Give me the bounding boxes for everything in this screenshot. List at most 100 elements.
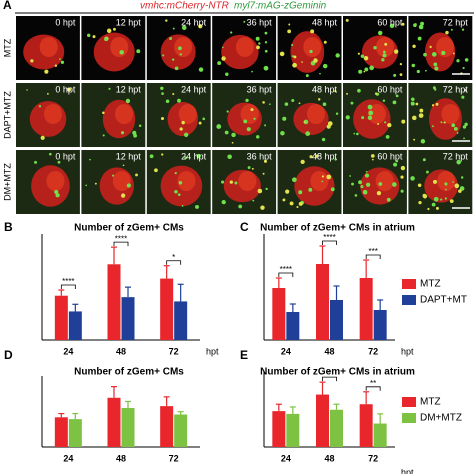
nucleus-dot [183,132,189,137]
nucleus-dot [392,182,397,187]
nucleus-dot [221,199,226,205]
nucleus-dot [417,36,422,41]
nucleus-dot [361,116,365,120]
nucleus-dot [179,53,182,56]
nucleus-dot [413,138,416,141]
nucleus-dot [392,100,397,105]
nucleus-dot [54,64,58,67]
nucleus-dot [423,52,427,57]
nucleus-dot [225,72,229,76]
x-tick-label: 48 [116,453,126,463]
nucleus-dot [149,154,154,159]
nucleus-dot [48,152,52,156]
legend-swatch [402,279,416,289]
heart-signal [306,104,325,124]
nucleus-dot [420,21,425,26]
nucleus-dot [461,28,465,31]
nucleus-dot [308,187,313,192]
significance-bracket [322,376,337,382]
nucleus-dot [356,132,359,136]
significance-bracket [365,254,381,259]
nucleus-dot [367,104,373,110]
nucleus-dot [264,31,268,35]
legend-label: MTZ [420,279,441,290]
nucleus-dot [345,115,350,120]
nucleus-dot [89,158,91,161]
nucleus-dot [462,66,465,70]
x-axis-label: hpt [401,346,414,356]
chart-title: Number of zGem+ CMs in atrium [260,367,415,378]
nucleus-dot [252,199,255,202]
nucleus-dot [178,181,183,185]
nucleus-dot [416,69,420,74]
x-tick-label: 72 [169,453,179,463]
nucleus-dot [284,102,289,106]
heart-signal [437,171,456,191]
time-label: 0 hpt [55,151,76,161]
bar [316,264,329,340]
nucleus-dot [243,20,246,23]
nucleus-dot [319,72,321,75]
nucleus-dot [227,154,232,160]
nucleus-dot [136,49,141,54]
nucleus-dot [122,164,125,167]
nucleus-dot [386,197,391,202]
nucleus-dot [184,156,188,160]
nucleus-dot [280,130,285,136]
bar [54,295,68,340]
nucleus-dot [264,49,268,53]
nucleus-dot [181,120,185,125]
time-label: 24 hpt [181,17,207,27]
nucleus-dot [456,132,459,134]
nucleus-dot [229,180,233,184]
nucleus-dot [433,62,438,67]
heart-signal [178,104,197,124]
nucleus-dot [351,182,354,186]
nucleus-dot [364,67,369,72]
nucleus-dot [410,176,415,181]
nucleus-dot [198,24,203,29]
nucleus-dot [231,132,236,138]
nucleus-dot [245,98,249,103]
heart-signal [310,171,329,191]
nucleus-dot [440,198,443,201]
nucleus-dot [429,45,432,49]
bar [174,301,188,340]
nucleus-dot [411,97,415,102]
x-axis-label: hpt [206,346,219,356]
nucleus-dot [381,58,385,62]
heart-signal [44,104,63,124]
panel-letter: B [4,220,13,234]
nucleus-dot [251,167,254,170]
nucleus-dot [334,158,337,161]
x-tick-label: 24 [63,346,73,356]
nucleus-dot [445,30,449,35]
nucleus-dot [419,108,424,113]
nucleus-dot [452,181,454,183]
nucleus-dot [282,116,287,121]
nucleus-dot [46,92,49,95]
nucleus-dot [443,121,446,124]
nucleus-dot [399,62,403,66]
nucleus-dot [305,131,311,136]
nucleus-dot [335,112,339,115]
nucleus-dot [264,41,268,44]
nucleus-dot [309,49,313,54]
nucleus-dot [373,46,377,50]
heart-signal [367,104,386,124]
significance-label: **** [323,233,335,242]
x-tick-label: 24 [63,453,73,463]
chart-title: Number of zGem+ CMs [74,223,184,234]
nucleus-dot [165,99,170,104]
nucleus-dot [285,189,290,194]
nucleus-dot [369,65,374,71]
bar [316,394,329,447]
nucleus-dot [454,183,460,189]
time-label: 36 hpt [247,151,273,161]
nucleus-dot [169,37,172,40]
bar [68,419,82,447]
nucleus-dot [444,182,448,186]
nucleus-dot [108,87,111,90]
time-label: 60 hpt [377,151,403,161]
nucleus-dot [400,175,404,179]
